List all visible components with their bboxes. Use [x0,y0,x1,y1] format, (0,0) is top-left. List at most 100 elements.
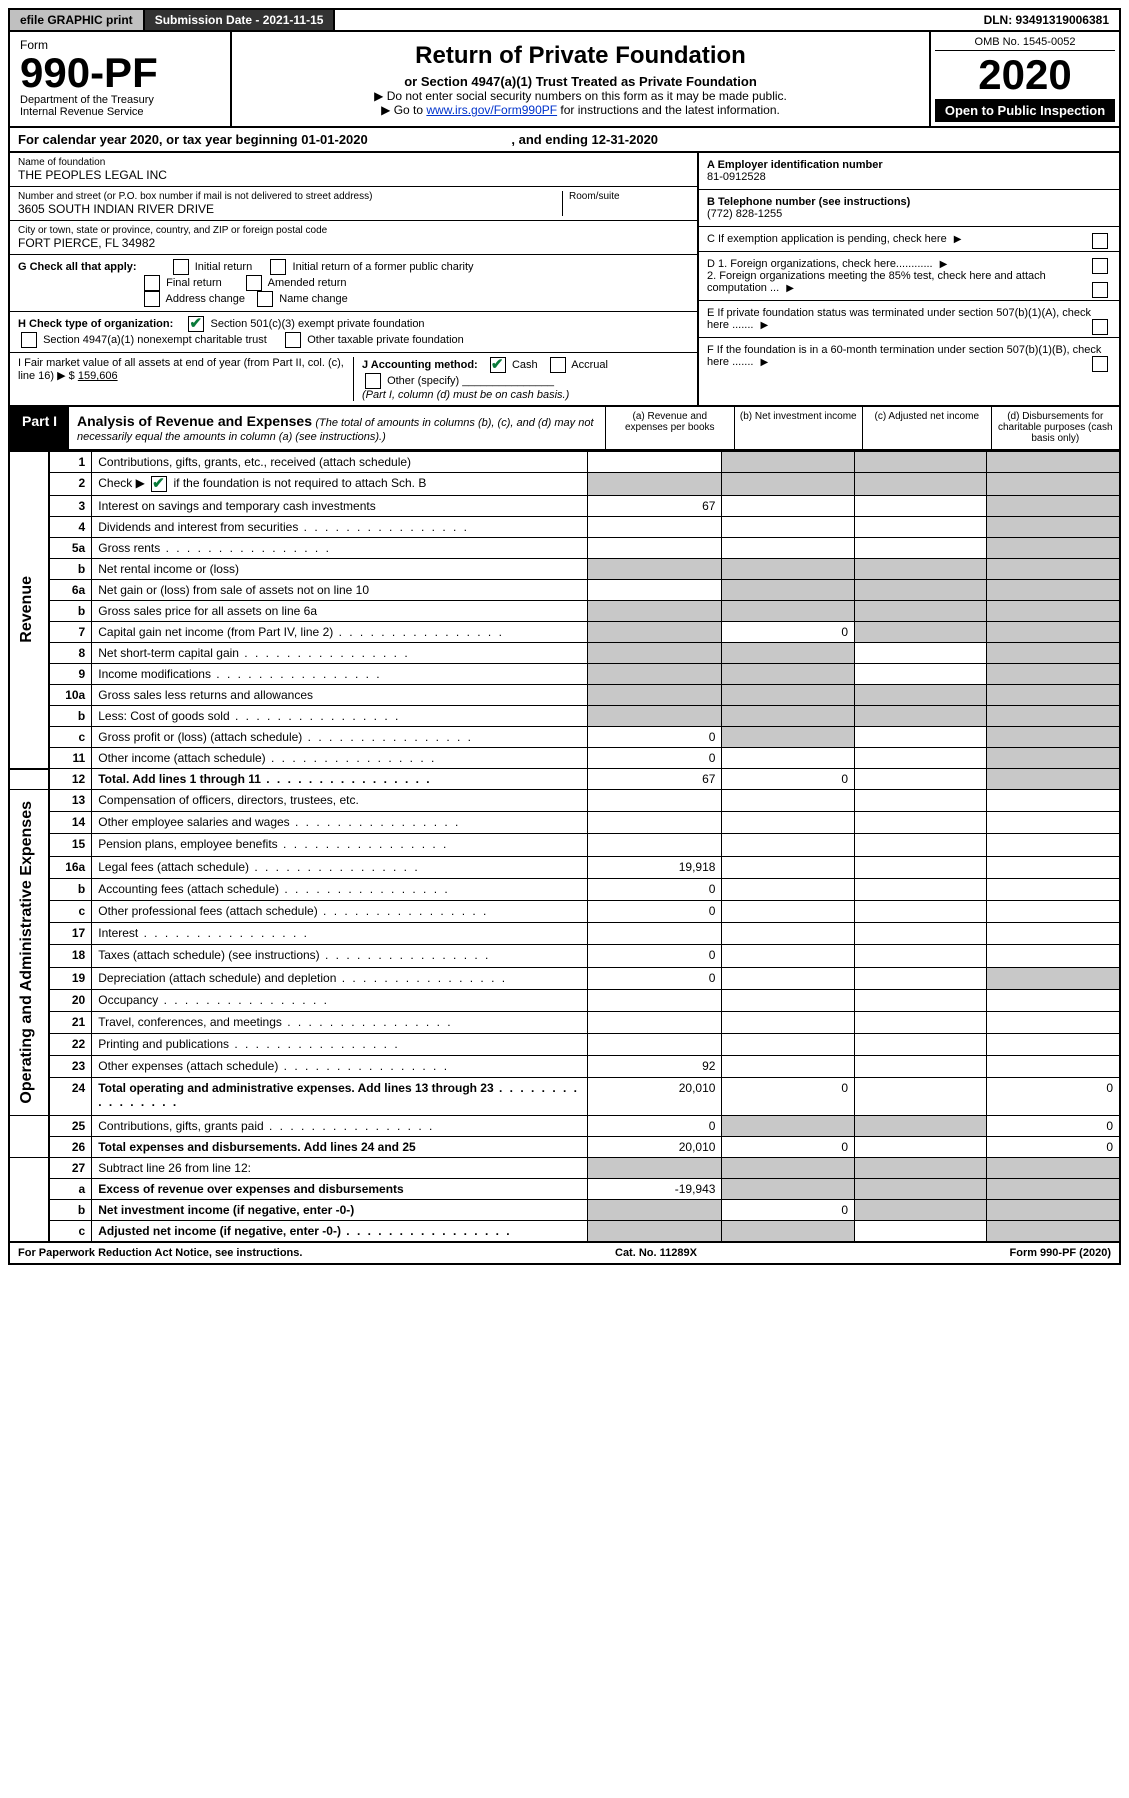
arrow-icon [950,233,962,245]
checkbox-other-method[interactable] [365,373,381,389]
row-19-num: 19 [49,967,92,989]
checkbox-501c3[interactable] [188,316,204,332]
col-d-head: (d) Disbursements for charitable purpose… [991,407,1120,449]
row-22-num: 22 [49,1034,92,1056]
expenses-side-label: Operating and Administrative Expenses [16,793,38,1112]
row-9-desc: Income modifications [92,664,588,685]
checkbox-c[interactable] [1092,233,1108,249]
row-12-desc: Total. Add lines 1 through 11 [92,769,588,790]
checkbox-d2[interactable] [1092,282,1108,298]
row-13-num: 13 [49,790,92,812]
row-16b-num: b [49,878,92,900]
row-3-desc: Interest on savings and temporary cash i… [92,496,588,517]
part1-title: Analysis of Revenue and Expenses [77,413,312,429]
row-24-desc: Total operating and administrative expen… [92,1078,588,1115]
d2-label: 2. Foreign organizations meeting the 85%… [707,270,1046,294]
row-11-desc: Other income (attach schedule) [92,748,588,769]
checkbox-name-change[interactable] [257,291,273,307]
row-24-a: 20,010 [588,1078,722,1115]
row-17-num: 17 [49,923,92,945]
checkbox-amended[interactable] [246,275,262,291]
room-label: Room/suite [569,191,689,202]
opt-name-change: Name change [279,293,348,305]
form-title: Return of Private Foundation [242,42,919,70]
row-4-num: 4 [49,517,92,538]
opt-accrual: Accrual [571,359,608,371]
checkbox-f[interactable] [1092,356,1108,372]
d1-label: D 1. Foreign organizations, check here..… [707,258,933,270]
tax-year: 2020 [935,51,1115,99]
checkbox-d1[interactable] [1092,258,1108,274]
row-16b-desc: Accounting fees (attach schedule) [92,878,588,900]
row-12-num: 12 [49,769,92,790]
row-4-desc: Dividends and interest from securities [92,517,588,538]
row-5a-num: 5a [49,538,92,559]
checkbox-e[interactable] [1092,319,1108,335]
row-15-num: 15 [49,834,92,856]
row-16c-num: c [49,900,92,922]
checkbox-address-change[interactable] [144,291,160,307]
col-b-head: (b) Net investment income [734,407,863,449]
checkbox-final-return[interactable] [144,275,160,291]
arrow-icon [757,356,769,368]
row-16c-desc: Other professional fees (attach schedule… [92,900,588,922]
checkbox-other-taxable[interactable] [285,332,301,348]
checkbox-schb[interactable] [151,476,167,492]
row-10a-desc: Gross sales less returns and allowances [92,685,588,706]
instruction-2: ▶ Go to www.irs.gov/Form990PF for instru… [242,103,919,117]
arrow-icon [757,319,769,331]
row-20-desc: Occupancy [92,989,588,1011]
row-26-desc: Total expenses and disbursements. Add li… [92,1136,588,1157]
header-left: Form 990-PF Department of the Treasury I… [10,32,232,126]
row-24-d: 0 [987,1078,1120,1115]
checkbox-initial-return[interactable] [173,259,189,275]
row-26-b: 0 [722,1136,855,1157]
row-24-b: 0 [722,1078,855,1115]
h-label: H Check type of organization: [18,318,173,330]
row-14-desc: Other employee salaries and wages [92,812,588,834]
row-25-d: 0 [987,1115,1120,1136]
row-12-a: 67 [588,769,722,790]
col-c-head: (c) Adjusted net income [862,407,991,449]
g-label: G Check all that apply: [18,261,137,273]
dln: DLN: 93491319006381 [974,10,1119,30]
opt-initial-return: Initial return [195,261,252,273]
row-18-desc: Taxes (attach schedule) (see instruction… [92,945,588,967]
header-right: OMB No. 1545-0052 2020 Open to Public In… [931,32,1119,126]
name-label: Name of foundation [18,157,689,168]
row-24-num: 24 [49,1078,92,1115]
irs-link[interactable]: www.irs.gov/Form990PF [426,103,557,117]
row-16a-num: 16a [49,856,92,878]
row-27b-num: b [49,1199,92,1220]
dept-treasury: Department of the Treasury [20,94,220,106]
row-14-num: 14 [49,812,92,834]
checkbox-initial-former[interactable] [270,259,286,275]
row-26-num: 26 [49,1136,92,1157]
part1-header: Part I Analysis of Revenue and Expenses … [8,407,1121,451]
calyear-end: 12-31-2020 [592,132,659,147]
row-25-a: 0 [588,1115,722,1136]
row-21-num: 21 [49,1011,92,1033]
j-note: (Part I, column (d) must be on cash basi… [362,389,569,401]
footer-formref: Form 990-PF (2020) [1010,1247,1111,1259]
checkbox-accrual[interactable] [550,357,566,373]
addr-label: Number and street (or P.O. box number if… [18,191,562,202]
row-1-desc: Contributions, gifts, grants, etc., rece… [92,452,588,473]
row-18-a: 0 [588,945,722,967]
row-13-desc: Compensation of officers, directors, tru… [92,790,588,812]
row-23-a: 92 [588,1056,722,1078]
row-22-desc: Printing and publications [92,1034,588,1056]
row-5a-desc: Gross rents [92,538,588,559]
row-6a-num: 6a [49,580,92,601]
row-27a-a: -19,943 [588,1178,722,1199]
opt-501c3: Section 501(c)(3) exempt private foundat… [211,318,425,330]
checkbox-cash[interactable] [490,357,506,373]
submission-date: Submission Date - 2021-11-15 [145,10,336,30]
row-6b-desc: Gross sales price for all assets on line… [92,601,588,622]
irs-label: Internal Revenue Service [20,106,220,118]
checkbox-4947[interactable] [21,332,37,348]
row-27b-desc: Net investment income (if negative, ente… [92,1199,588,1220]
opt-other-taxable: Other taxable private foundation [307,334,464,346]
opt-address-change: Address change [166,293,246,305]
row-25-num: 25 [49,1115,92,1136]
